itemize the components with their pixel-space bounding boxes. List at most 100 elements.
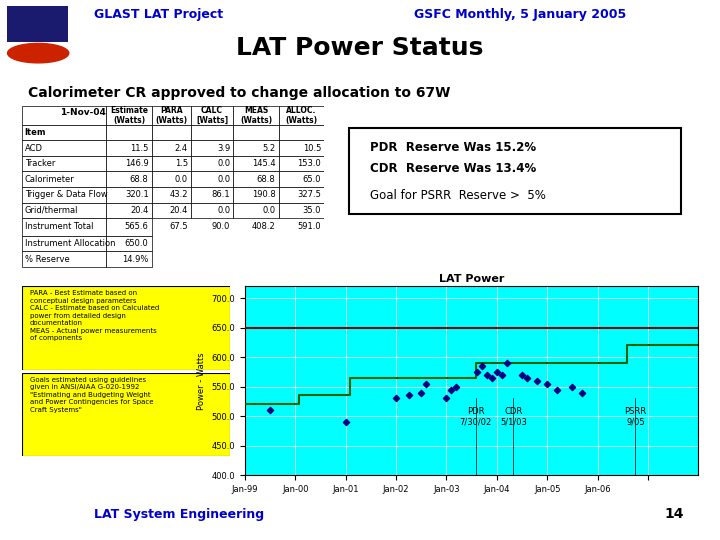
Text: PARA
(Watts): PARA (Watts) xyxy=(156,106,187,125)
Text: LAT Power Status: LAT Power Status xyxy=(236,36,484,59)
Point xyxy=(516,370,528,379)
FancyBboxPatch shape xyxy=(233,187,279,202)
FancyBboxPatch shape xyxy=(191,187,233,202)
FancyBboxPatch shape xyxy=(22,140,107,156)
Point xyxy=(451,382,462,391)
Text: 68.8: 68.8 xyxy=(257,175,276,184)
Text: 20.4: 20.4 xyxy=(169,206,188,215)
Text: 146.9: 146.9 xyxy=(125,159,148,168)
FancyBboxPatch shape xyxy=(107,140,152,156)
Point xyxy=(390,394,402,403)
Text: 565.6: 565.6 xyxy=(125,222,148,232)
Text: 327.5: 327.5 xyxy=(297,191,321,199)
Text: 86.1: 86.1 xyxy=(212,191,230,199)
Text: MEAS
(Watts): MEAS (Watts) xyxy=(240,106,272,125)
Point xyxy=(415,388,427,397)
Text: 0.0: 0.0 xyxy=(217,206,230,215)
FancyBboxPatch shape xyxy=(152,187,191,202)
Text: Goals estimated using guidelines
given in ANSI/AIAA G-020-1992
"Estimating and B: Goals estimated using guidelines given i… xyxy=(30,377,153,413)
FancyBboxPatch shape xyxy=(191,171,233,187)
FancyBboxPatch shape xyxy=(107,125,152,140)
Text: 0.0: 0.0 xyxy=(175,175,188,184)
Point xyxy=(264,406,276,415)
Point xyxy=(471,368,482,376)
FancyBboxPatch shape xyxy=(22,187,107,202)
FancyBboxPatch shape xyxy=(152,140,191,156)
Text: 43.2: 43.2 xyxy=(169,191,188,199)
Text: 1.5: 1.5 xyxy=(175,159,188,168)
Text: PSRR
9/05: PSRR 9/05 xyxy=(624,407,647,427)
Text: 1-Nov-04: 1-Nov-04 xyxy=(60,108,107,117)
Text: Estimate
(Watts): Estimate (Watts) xyxy=(110,106,148,125)
FancyBboxPatch shape xyxy=(107,171,152,187)
FancyBboxPatch shape xyxy=(107,235,152,251)
FancyBboxPatch shape xyxy=(191,125,233,140)
FancyBboxPatch shape xyxy=(152,171,191,187)
Text: 67.5: 67.5 xyxy=(169,222,188,232)
FancyBboxPatch shape xyxy=(279,187,324,202)
Text: 65.0: 65.0 xyxy=(302,175,321,184)
Point xyxy=(491,368,503,376)
Text: 35.0: 35.0 xyxy=(302,206,321,215)
Text: 3.9: 3.9 xyxy=(217,144,230,152)
Ellipse shape xyxy=(7,43,68,63)
Point xyxy=(567,382,578,391)
Point xyxy=(501,359,513,367)
FancyBboxPatch shape xyxy=(22,373,230,456)
Text: 320.1: 320.1 xyxy=(125,191,148,199)
FancyBboxPatch shape xyxy=(7,6,68,42)
Text: 90.0: 90.0 xyxy=(212,222,230,232)
Text: 650.0: 650.0 xyxy=(125,239,148,248)
Text: Calorimeter: Calorimeter xyxy=(24,175,74,184)
Text: LAT System Engineering: LAT System Engineering xyxy=(94,508,264,521)
Text: 14: 14 xyxy=(665,507,684,521)
Text: 591.0: 591.0 xyxy=(297,222,321,232)
FancyBboxPatch shape xyxy=(191,140,233,156)
FancyBboxPatch shape xyxy=(107,187,152,202)
Point xyxy=(496,370,508,379)
Text: 145.4: 145.4 xyxy=(252,159,276,168)
Point xyxy=(486,374,498,382)
Point xyxy=(541,379,553,388)
FancyBboxPatch shape xyxy=(349,128,681,214)
FancyBboxPatch shape xyxy=(22,125,107,140)
Text: 2.4: 2.4 xyxy=(175,144,188,152)
FancyBboxPatch shape xyxy=(279,125,324,140)
Point xyxy=(441,394,452,403)
FancyBboxPatch shape xyxy=(233,171,279,187)
Text: ACD: ACD xyxy=(24,144,42,152)
Point xyxy=(531,376,543,385)
FancyBboxPatch shape xyxy=(233,156,279,171)
Text: 408.2: 408.2 xyxy=(252,222,276,232)
FancyBboxPatch shape xyxy=(107,202,152,218)
FancyBboxPatch shape xyxy=(191,106,233,125)
FancyBboxPatch shape xyxy=(22,202,107,218)
Text: Item: Item xyxy=(24,128,46,137)
Title: LAT Power: LAT Power xyxy=(439,274,504,284)
Text: 68.8: 68.8 xyxy=(130,175,148,184)
FancyBboxPatch shape xyxy=(152,106,191,125)
FancyBboxPatch shape xyxy=(107,251,152,267)
FancyBboxPatch shape xyxy=(152,125,191,140)
FancyBboxPatch shape xyxy=(22,106,107,125)
Text: CDR
5/1/03: CDR 5/1/03 xyxy=(500,407,527,427)
FancyBboxPatch shape xyxy=(233,106,279,125)
Point xyxy=(476,362,487,370)
Point xyxy=(420,379,432,388)
FancyBboxPatch shape xyxy=(191,156,233,171)
FancyBboxPatch shape xyxy=(22,218,107,235)
FancyBboxPatch shape xyxy=(22,171,107,187)
Text: 14.9%: 14.9% xyxy=(122,255,148,264)
FancyBboxPatch shape xyxy=(279,156,324,171)
FancyBboxPatch shape xyxy=(107,156,152,171)
FancyBboxPatch shape xyxy=(233,125,279,140)
FancyBboxPatch shape xyxy=(22,251,107,267)
Point xyxy=(446,385,457,394)
Text: PDR
7/30/02: PDR 7/30/02 xyxy=(459,407,492,427)
Text: 5.2: 5.2 xyxy=(263,144,276,152)
Text: PARA - Best Estimate based on
conceptual design parameters
CALC - Estimate based: PARA - Best Estimate based on conceptual… xyxy=(30,291,159,341)
Text: PDR  Reserve Was 15.2%: PDR Reserve Was 15.2% xyxy=(370,140,536,154)
Text: 10.5: 10.5 xyxy=(302,144,321,152)
FancyBboxPatch shape xyxy=(22,235,107,251)
FancyBboxPatch shape xyxy=(279,171,324,187)
